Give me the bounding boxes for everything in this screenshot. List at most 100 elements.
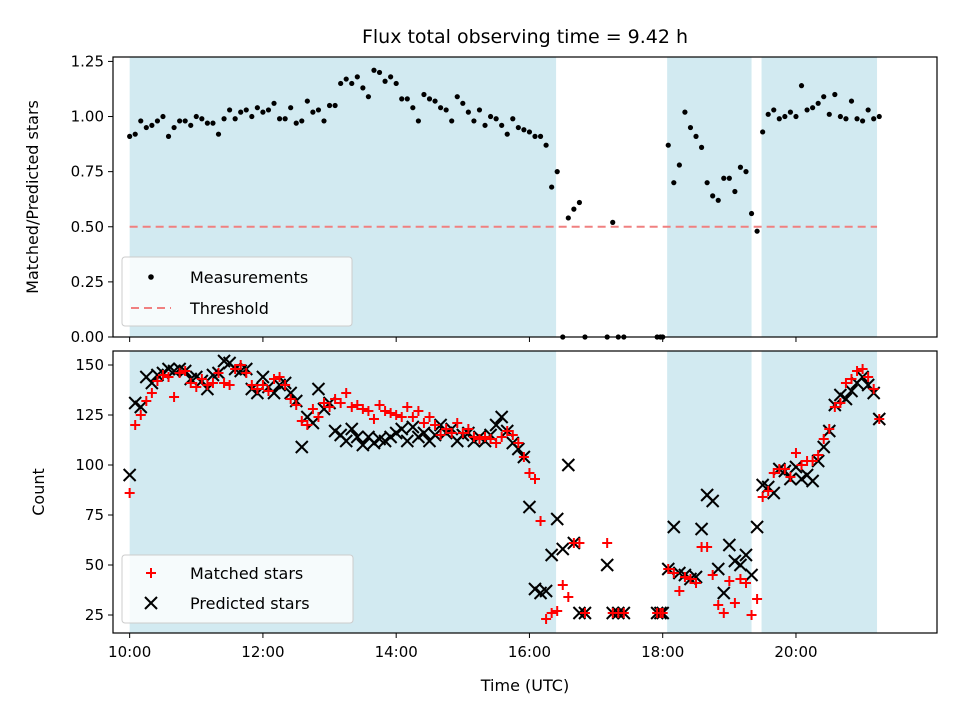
matched-star-point [302, 420, 313, 430]
measurement-point [732, 188, 738, 195]
measurement-point [826, 111, 832, 117]
predicted-star-point [544, 548, 559, 562]
matched-star-point [496, 432, 507, 442]
measurement-point [565, 215, 571, 221]
measurement-point [793, 113, 799, 120]
predicted-star-point [350, 430, 365, 444]
threshold-legend-label: Threshold [189, 299, 269, 318]
measurement-point [821, 94, 827, 100]
matched-star-point [402, 402, 413, 412]
measurement-point [310, 109, 316, 115]
measurement-point [798, 83, 805, 89]
matched-star-point [735, 574, 746, 584]
matched-points [124, 360, 885, 624]
measurement-point [526, 129, 533, 135]
matched-star-point [424, 412, 435, 422]
predicted-star-point [833, 388, 848, 402]
measurement-point [848, 98, 855, 104]
matched-star-point [718, 608, 729, 618]
y-tick-label: 50 [85, 556, 104, 574]
measurement-point [776, 116, 782, 122]
measurement-point [698, 144, 705, 150]
matched-star-point [779, 464, 790, 474]
measurement-point [676, 162, 682, 168]
measurement-point [499, 122, 505, 128]
predicted-star-point [345, 422, 359, 436]
matched-star-point [185, 378, 196, 388]
matched-star-point [318, 398, 329, 408]
predicted-star-point [256, 370, 270, 384]
measurement-point [482, 122, 488, 128]
y-tick-label: 0.00 [71, 328, 104, 346]
ratio-legend: Measurements Threshold [121, 256, 353, 327]
measurement-point [760, 129, 766, 135]
matched-star-point [169, 392, 180, 402]
measurement-point [171, 124, 177, 131]
matched-legend-marker [146, 568, 156, 578]
measurement-point [465, 109, 471, 115]
measurements-legend-label: Measurements [190, 268, 308, 287]
chart-title: Flux total observing time = 9.42 h [362, 26, 688, 48]
matched-star-point [535, 516, 546, 526]
measurement-point [687, 124, 694, 131]
matched-star-point [724, 576, 735, 586]
measurement-point [737, 164, 744, 170]
measurement-point [876, 113, 882, 120]
predicted-star-point [572, 606, 587, 620]
matched-star-point [546, 608, 557, 618]
matched-star-point [257, 380, 268, 390]
matched-star-point [491, 438, 502, 448]
measurement-point [365, 94, 372, 100]
y-tick-label: 100 [75, 456, 104, 474]
matched-star-point [246, 380, 257, 390]
matched-star-point [341, 388, 352, 398]
matched-star-point [346, 402, 357, 412]
matched-star-point [407, 412, 418, 422]
matched-star-point [707, 570, 718, 580]
measurement-point [415, 118, 421, 124]
predicted-star-point [295, 440, 309, 454]
matched-star-point [846, 374, 857, 384]
measurement-point [249, 113, 255, 120]
predicted-star-point [489, 418, 503, 432]
measurement-point [210, 120, 216, 126]
matched-star-point [752, 594, 763, 604]
measurement-point [232, 116, 238, 122]
matched-star-point [468, 432, 479, 442]
predicted-star-point [328, 424, 342, 438]
ratio-panel: 0.00 0.25 0.50 0.75 1.00 1.25 Matched/Predict… [23, 52, 938, 346]
predicted-star-point [556, 542, 570, 556]
measurement-point [815, 100, 821, 106]
predicted-star-point [339, 434, 353, 448]
matched-star-point [480, 432, 491, 442]
matched-star-point [291, 400, 302, 410]
measurement-point [521, 127, 527, 133]
x-tick-label: 14:00 [375, 643, 418, 661]
measurement-point [304, 98, 310, 104]
matched-star-point [507, 430, 518, 440]
matched-star-point [196, 374, 207, 384]
matched-star-point [463, 424, 474, 434]
measurement-point [543, 142, 549, 148]
ratio-plot-frame [112, 56, 938, 338]
predicted-star-point [600, 558, 614, 572]
matched-star-point [252, 384, 263, 394]
x-tick-label: 16:00 [508, 643, 551, 661]
matched-star-point [868, 384, 879, 394]
matched-star-point [518, 452, 529, 462]
count-plot-frame [112, 350, 938, 634]
measurement-point [288, 105, 294, 111]
y-tick-label: 25 [85, 606, 104, 624]
measurement-point [865, 107, 871, 113]
measurement-point [360, 85, 366, 91]
matched-star-point [191, 382, 202, 392]
predicted-star-point [722, 538, 737, 552]
measurement-point [221, 116, 227, 122]
predicted-star-point [550, 512, 564, 526]
matched-star-point [691, 578, 702, 588]
measurement-point [837, 113, 843, 120]
matched-star-point [296, 416, 307, 426]
measurement-point [321, 118, 327, 124]
measurement-point [393, 80, 399, 87]
